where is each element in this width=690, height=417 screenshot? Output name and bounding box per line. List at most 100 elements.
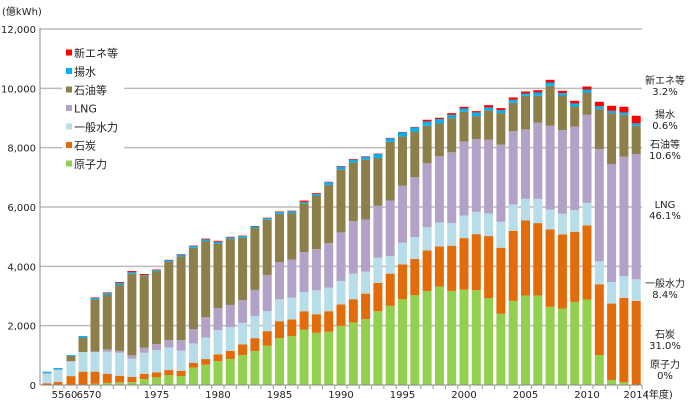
bar-stack-1981 xyxy=(225,236,235,385)
bar-segment-5-1952 xyxy=(42,371,52,373)
bar-segment-0-2006 xyxy=(533,295,543,385)
legend-swatch xyxy=(66,123,72,130)
bar-segment-4-1999 xyxy=(447,118,457,153)
share-label-name: 原子力 xyxy=(650,358,680,371)
bar-segment-4-1986 xyxy=(287,213,297,260)
bar-segment-4-2008 xyxy=(557,95,567,131)
bar-segment-1-1978 xyxy=(188,362,198,368)
bar-stack-1978 xyxy=(188,245,198,385)
bar-segment-1-1982 xyxy=(238,344,248,356)
bar-segment-3-1977 xyxy=(176,340,186,351)
bar-segment-1-1998 xyxy=(434,246,444,287)
bar-segment-5-1972 xyxy=(115,282,125,286)
bar-stack-1996 xyxy=(410,126,420,385)
bar-segment-4-1987 xyxy=(299,203,309,253)
x-tick-label: 70 xyxy=(89,390,102,401)
bar-segment-0-1975 xyxy=(152,377,161,385)
bar-segment-0-1970 xyxy=(90,383,100,385)
legend-item: 揚水 xyxy=(66,66,96,79)
bar-segment-6-2006 xyxy=(533,90,543,93)
bar-segment-6-1978 xyxy=(188,245,198,247)
x-axis-ticks: 55 60 65 70 1975 1980 1985 1990 1995 2000 2005 2010… xyxy=(52,385,649,401)
bar-stack-2002 xyxy=(484,105,494,385)
bar-segment-5-1977 xyxy=(176,254,186,257)
bar-segment-6-2001 xyxy=(471,111,481,113)
bar-segment-3-1994 xyxy=(385,200,395,257)
bar-segment-1-1979 xyxy=(201,359,211,365)
bar-stack-1989 xyxy=(324,181,334,385)
bar-segment-5-2001 xyxy=(471,112,481,117)
bar-segment-5-1984 xyxy=(262,218,272,220)
bar-segment-5-2002 xyxy=(484,107,494,111)
bar-stack-1983 xyxy=(250,225,260,385)
bar-segment-2-1970 xyxy=(90,352,100,372)
bar-segment-5-1974 xyxy=(139,275,149,277)
bar-segment-5-1995 xyxy=(398,132,407,137)
bar-segment-0-2000 xyxy=(459,289,469,385)
bar-segment-5-1975 xyxy=(152,270,161,272)
bar-segment-5-1983 xyxy=(250,226,260,229)
bar-segment-3-1998 xyxy=(434,156,444,223)
bar-stack-1991 xyxy=(348,158,358,385)
bar-segment-5-1991 xyxy=(348,159,358,163)
bar-segment-1-1981 xyxy=(225,350,235,360)
bar-stack-2006 xyxy=(533,90,543,385)
bar-segment-2-1973 xyxy=(127,358,137,377)
bar-segment-3-1972 xyxy=(115,350,125,353)
bar-segment-6-2005 xyxy=(521,91,530,94)
bar-stack-1955 xyxy=(53,368,63,385)
bar-segment-4-2005 xyxy=(521,95,530,130)
bar-segment-6-2000 xyxy=(459,106,469,109)
bar-segment-4-2007 xyxy=(545,85,555,126)
bar-segment-6-1996 xyxy=(410,126,420,128)
bar-segment-1-1989 xyxy=(324,311,334,332)
bar-segment-2-1989 xyxy=(324,287,334,312)
bar-segment-6-1986 xyxy=(287,210,297,212)
share-label-bg xyxy=(643,138,689,162)
bar-segment-4-1990 xyxy=(336,169,346,233)
bar-stack-1971 xyxy=(102,292,112,385)
bar-segment-0-2001 xyxy=(471,290,481,385)
bar-segment-4-1979 xyxy=(201,241,211,318)
legend-item: 石油等 xyxy=(66,83,107,97)
share-label-name: 揚水 xyxy=(655,108,675,121)
bar-segment-2-1992 xyxy=(361,271,371,294)
x-tick-label: 1995 xyxy=(390,390,415,401)
bar-segment-0-1980 xyxy=(213,361,223,385)
legend-label: 原子力 xyxy=(74,158,107,171)
bar-stack-1995 xyxy=(398,131,407,385)
bar-segment-0-1991 xyxy=(348,322,358,385)
share-label-bg xyxy=(643,358,689,382)
bar-segment-0-1988 xyxy=(311,332,321,385)
bar-segment-0-1972 xyxy=(115,382,125,385)
bar-segment-2-2003 xyxy=(496,221,506,248)
bar-stack-2004 xyxy=(508,97,518,385)
bar-segment-6-1980 xyxy=(213,240,223,242)
bar-segment-3-1970 xyxy=(90,351,100,353)
bar-segment-3-2009 xyxy=(570,126,580,211)
bar-stack-1979 xyxy=(201,238,211,385)
y-tick-label: 10,000 xyxy=(1,84,36,95)
bar-stack-1999 xyxy=(447,113,457,385)
share-label-value: 3.2% xyxy=(652,87,677,98)
bar-segment-3-1974 xyxy=(139,347,149,353)
bar-segment-3-2010 xyxy=(582,114,592,203)
bar-segment-1-1988 xyxy=(311,314,321,333)
bar-segment-2-1977 xyxy=(176,350,186,371)
bar-segment-3-2004 xyxy=(508,131,518,205)
bar-stack-1980 xyxy=(213,240,223,385)
bar-segment-6-1991 xyxy=(348,158,358,160)
x-axis-label: (年度) xyxy=(645,388,673,401)
bar-segment-1-2012 xyxy=(607,303,617,381)
bar-segment-0-2002 xyxy=(484,298,494,385)
bar-segment-0-1989 xyxy=(324,331,334,385)
bar-segment-2-2011 xyxy=(594,261,604,285)
bar-segment-5-1988 xyxy=(311,193,321,196)
bar-segment-3-1983 xyxy=(250,289,260,317)
bar-segment-5-2004 xyxy=(508,99,518,103)
x-tick-label: 2010 xyxy=(574,390,599,401)
bar-segment-4-1998 xyxy=(434,123,444,157)
bar-segment-5-2005 xyxy=(521,93,530,96)
bar-segment-2-2002 xyxy=(484,213,494,237)
